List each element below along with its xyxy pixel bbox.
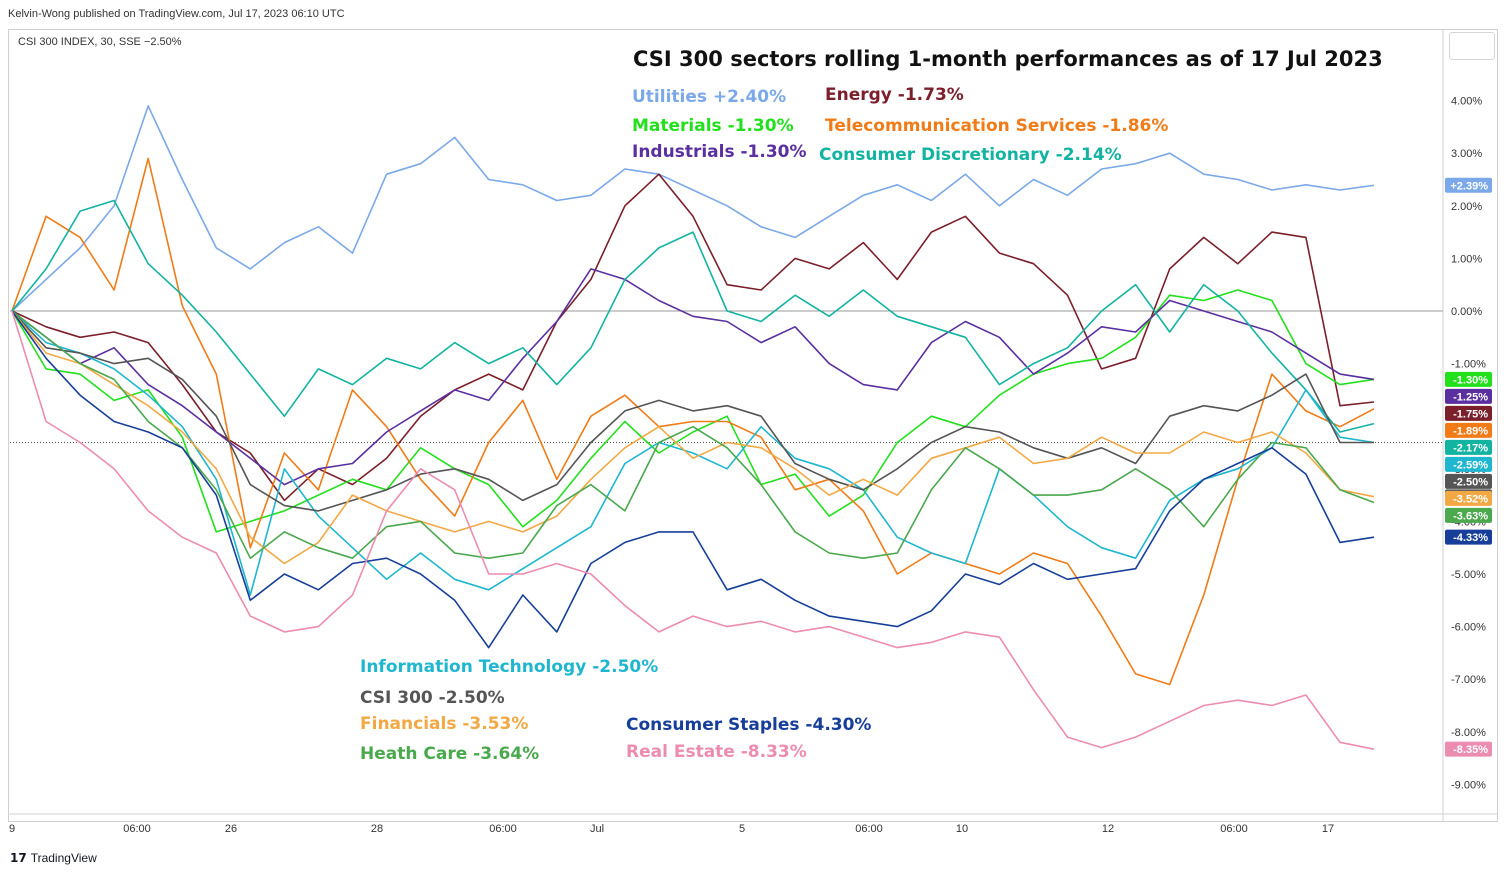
x-tick-label: 26: [225, 823, 237, 835]
series-line-csi-300: [11, 310, 1374, 512]
series-line-telecommunication-services: [11, 157, 1375, 686]
annotation-consumer-staples: Consumer Staples -4.30%: [626, 715, 872, 735]
value-tag-label-heath-care: -3.63%: [1453, 510, 1488, 522]
series-line-financials: [11, 310, 1375, 565]
y-tick-label: -5.00%: [1451, 569, 1486, 581]
value-tag-materials: [1445, 371, 1492, 387]
y-tick-label: -8.00%: [1451, 727, 1486, 739]
value-tag-label-financials: -3.52%: [1453, 493, 1488, 505]
tradingview-logo[interactable]: 17 TradingView: [10, 851, 97, 865]
y-tick-label: 4.00%: [1451, 96, 1482, 108]
value-tag-utilities: [1445, 177, 1492, 193]
value-tag-information-technology: [1445, 456, 1492, 472]
annotation-financials: Financials -3.53%: [360, 714, 529, 734]
value-tag-consumer-discretionary: [1445, 439, 1492, 455]
series-line-information-technology: [11, 310, 1375, 596]
value-tag-real-estate: [1445, 741, 1492, 757]
value-tag-label-telecommunication-services: -1.89%: [1453, 425, 1488, 437]
value-tag-consumer-staples: [1445, 529, 1492, 545]
annotation-information-technology: Information Technology -2.50%: [360, 657, 659, 677]
x-tick-label: 5: [739, 823, 745, 835]
annotation-utilities: Utilities +2.40%: [632, 87, 787, 107]
value-tag-label-materials: -1.30%: [1453, 374, 1488, 386]
series-line-heath-care: [11, 310, 1375, 560]
scale-settings-box[interactable]: [1449, 32, 1495, 60]
x-tick-label: 28: [371, 823, 383, 835]
value-tag-energy: [1445, 405, 1492, 421]
annotation-real-estate: Real Estate -8.33%: [626, 742, 807, 762]
x-tick-label: 9: [9, 823, 15, 835]
y-tick-label: -6.00%: [1451, 622, 1486, 634]
tradingview-logo-text: TradingView: [30, 851, 97, 865]
value-tag-label-information-technology: -2.59%: [1453, 459, 1488, 471]
y-tick-label: -7.00%: [1451, 674, 1486, 686]
chart-title: CSI 300 sectors rolling 1-month performa…: [633, 47, 1383, 71]
value-tag-csi-300: [1445, 473, 1492, 489]
annotation-consumer-discretionary: Consumer Discretionary -2.14%: [819, 145, 1122, 165]
series-line-consumer-staples: [11, 310, 1375, 649]
value-tag-label-industrials: -1.25%: [1453, 391, 1488, 403]
x-tick-label: 06:00: [123, 823, 151, 835]
annotation-telecommunication-services: Telecommunication Services -1.86%: [825, 116, 1169, 136]
x-tick-label: 12: [1102, 823, 1114, 835]
value-tag-label-real-estate: -8.35%: [1453, 744, 1488, 756]
value-tag-label-consumer-staples: -4.33%: [1453, 532, 1488, 544]
y-tick-label: 0.00%: [1451, 306, 1482, 318]
y-tick-label: 2.00%: [1451, 201, 1482, 213]
x-tick-label: 10: [956, 823, 968, 835]
series-line-real-estate: [11, 310, 1375, 750]
annotation-energy: Energy -1.73%: [825, 85, 964, 105]
value-tag-label-consumer-discretionary: -2.17%: [1453, 442, 1488, 454]
value-tag-label-energy: -1.75%: [1453, 408, 1488, 420]
annotation-materials: Materials -1.30%: [632, 116, 794, 136]
x-tick-label: 06:00: [855, 823, 883, 835]
y-tick-label: 3.00%: [1451, 148, 1482, 160]
x-tick-label: 06:00: [489, 823, 517, 835]
x-tick-label: 06:00: [1220, 823, 1248, 835]
value-tag-heath-care: [1445, 507, 1492, 523]
series-line-utilities: [11, 105, 1375, 312]
y-tick-label: 1.00%: [1451, 253, 1482, 265]
tradingview-logo-icon: 17: [10, 851, 27, 865]
y-tick-label: -1.00%: [1451, 359, 1486, 371]
value-tag-financials: [1445, 490, 1492, 506]
instrument-legend[interactable]: CSI 300 INDEX, 30, SSE −2.50%: [18, 36, 182, 48]
series-line-industrials: [11, 268, 1375, 486]
x-tick-label: Jul: [590, 823, 604, 835]
series-line-consumer-discretionary: [11, 199, 1375, 433]
series-line-energy: [11, 173, 1375, 502]
chart-frame: [8, 29, 1498, 822]
publisher-attribution: Kelvin-Wong published on TradingView.com…: [8, 8, 345, 20]
value-tag-industrials: [1445, 388, 1492, 404]
annotation-heath-care: Heath Care -3.64%: [360, 744, 540, 764]
x-tick-label: 17: [1322, 823, 1334, 835]
annotation-industrials: Industrials -1.30%: [632, 142, 807, 162]
series-line-materials: [11, 289, 1375, 533]
value-tag-telecommunication-services: [1445, 422, 1492, 438]
value-tag-label-csi-300: -2.50%: [1453, 476, 1488, 488]
annotation-csi-300: CSI 300 -2.50%: [360, 688, 505, 708]
y-tick-label: -9.00%: [1451, 779, 1486, 791]
value-tag-label-utilities: +2.39%: [1450, 180, 1488, 192]
